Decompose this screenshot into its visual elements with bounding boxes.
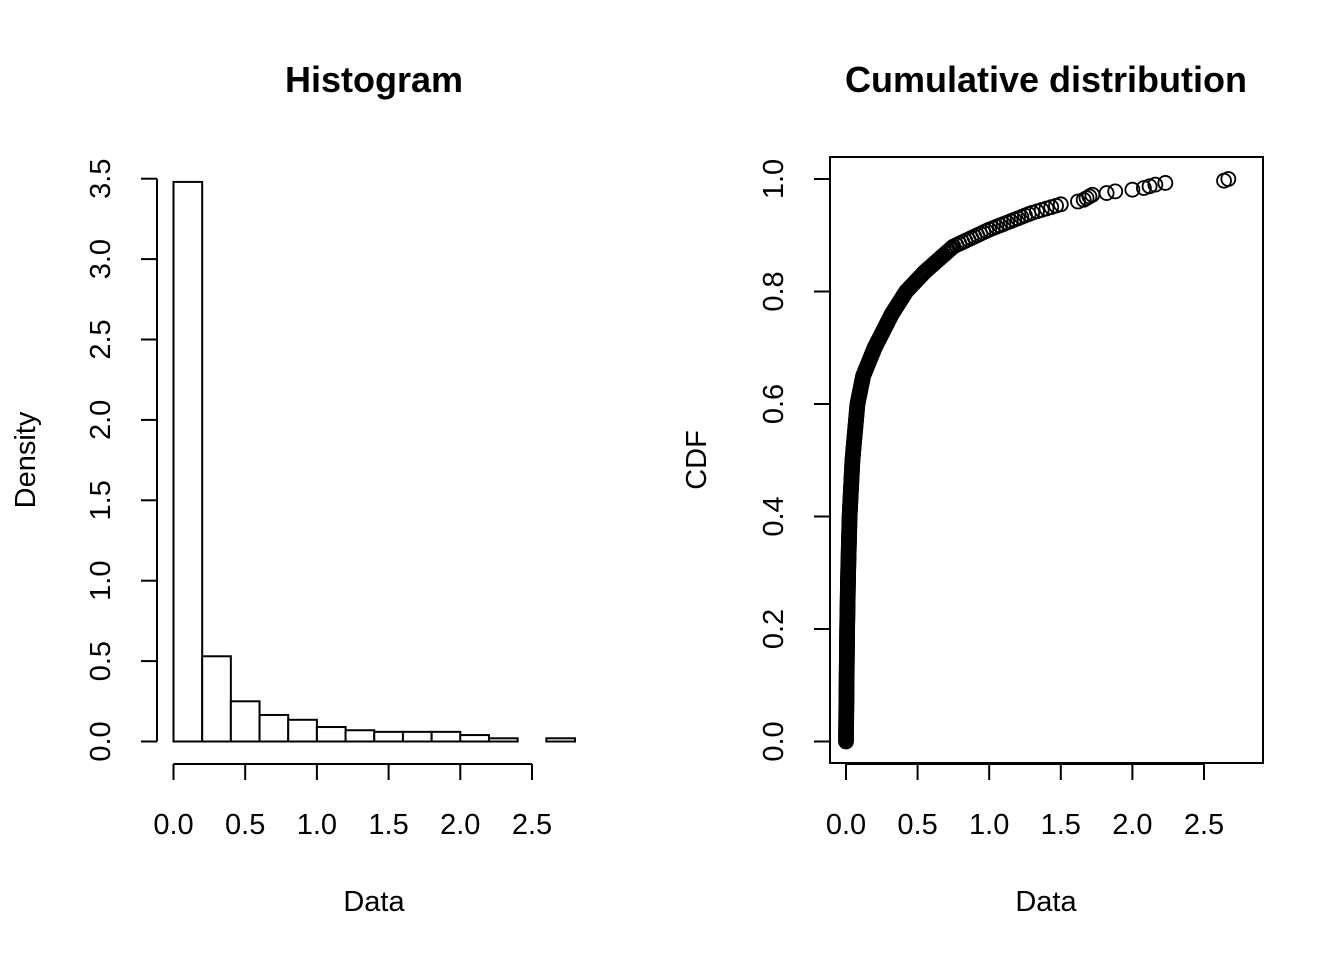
cdf-point <box>1052 196 1069 213</box>
cdf-x-tick-label: 2.0 <box>1112 809 1152 841</box>
histogram-y-axis: 0.0 0.5 1.0 1.5 2.0 2.5 3.0 3.5 <box>85 159 158 762</box>
histogram-bar <box>287 718 318 743</box>
cdf-x-tick-label: 0.5 <box>897 809 937 841</box>
histogram-bar <box>201 655 232 743</box>
histogram-bar <box>172 180 204 743</box>
histogram-x-tick-label: 2.5 <box>512 809 552 841</box>
histogram-y-tick-label: 3.0 <box>85 239 117 279</box>
histogram-y-tick-label: 1.5 <box>85 480 117 520</box>
histogram-x-tick-label: 0.0 <box>153 809 193 841</box>
histogram-x-tick-label: 1.5 <box>368 809 408 841</box>
histogram-x-tick-label: 2.0 <box>440 809 480 841</box>
histogram-y-tick-label: 0.0 <box>85 721 117 761</box>
histogram-y-tick-label: 0.5 <box>85 641 117 681</box>
cdf-panel: Cumulative distribution Data CDF 0.0 0.5 1… <box>681 59 1264 918</box>
cdf-point <box>1098 185 1115 201</box>
histogram-y-tick-label: 1.0 <box>85 561 117 601</box>
histogram-y-axis-label: Density <box>10 411 42 508</box>
cdf-y-tick-label: 0.8 <box>758 271 790 311</box>
histogram-x-axis-label: Data <box>343 886 405 918</box>
cdf-y-axis-label: CDF <box>681 430 713 490</box>
cdf-y-tick-label: 0.0 <box>758 721 790 761</box>
histogram-x-tick-label: 1.0 <box>297 809 337 841</box>
cdf-x-axis-label: Data <box>1015 886 1077 918</box>
cdf-point <box>1147 176 1164 193</box>
cdf-point <box>1081 188 1098 205</box>
cdf-x-tick-label: 2.5 <box>1184 809 1224 841</box>
histogram-bar <box>344 729 376 743</box>
cdf-plot-frame <box>829 156 1264 764</box>
histogram-bar <box>545 737 577 743</box>
histogram-title: Histogram <box>285 59 463 100</box>
cdf-point <box>1124 181 1141 198</box>
histogram-bar <box>229 700 261 743</box>
cdf-y-tick-label: 1.0 <box>758 159 790 199</box>
histogram-y-tick-label: 2.5 <box>85 319 117 359</box>
cdf-x-axis: 0.0 0.5 1.0 1.5 2.0 2.5 <box>826 763 1224 841</box>
histogram-panel: Histogram Data Density 0.0 0.5 1.0 1.5 2.0 2.… <box>10 59 577 918</box>
cdf-y-tick-label: 0.6 <box>758 384 790 424</box>
cdf-title: Cumulative distribution <box>845 59 1247 100</box>
cdf-point <box>1157 175 1174 191</box>
histogram-x-axis: 0.0 0.5 1.0 1.5 2.0 2.5 <box>153 763 552 841</box>
cdf-x-tick-label: 1.5 <box>1041 809 1081 841</box>
histogram-bar <box>401 730 433 743</box>
cdf-y-tick-label: 0.4 <box>758 496 790 536</box>
histogram-bar <box>487 737 519 743</box>
cdf-x-tick-label: 1.0 <box>969 809 1009 841</box>
cdf-point <box>1107 183 1124 200</box>
cdf-point <box>1220 171 1237 187</box>
histogram-bar <box>258 713 290 743</box>
histogram-bar <box>430 730 462 743</box>
histogram-bar <box>373 730 404 743</box>
histogram-bar <box>459 734 490 743</box>
histogram-x-tick-label: 0.5 <box>225 809 265 841</box>
histogram-y-tick-label: 2.0 <box>85 400 117 440</box>
cdf-points <box>838 171 1237 750</box>
cdf-x-tick-label: 0.0 <box>826 809 866 841</box>
cdf-y-tick-label: 0.2 <box>758 609 790 649</box>
histogram-bars <box>172 180 577 743</box>
histogram-bar <box>315 726 347 743</box>
cdf-y-axis: 0.0 0.2 0.4 0.6 0.8 1.0 <box>758 159 831 762</box>
histogram-y-tick-label: 3.5 <box>85 159 117 199</box>
